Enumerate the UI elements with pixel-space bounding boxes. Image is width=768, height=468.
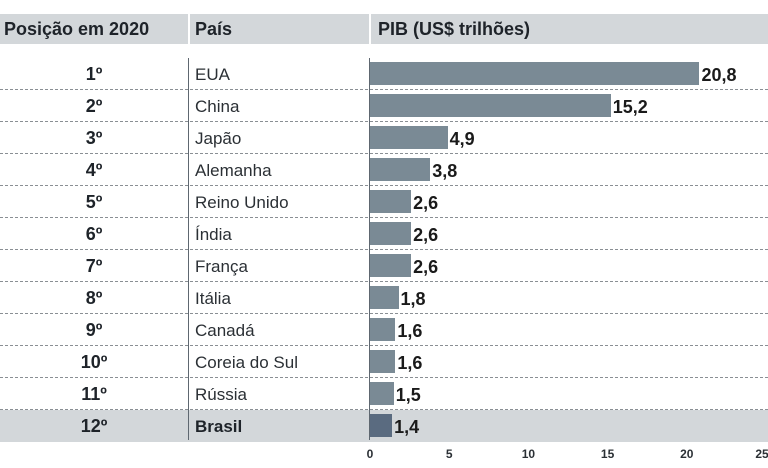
rank-label: 7º — [85, 256, 103, 276]
table-row: 10º Coreia do Sul — [0, 346, 768, 378]
rank-label: 9º — [85, 320, 103, 340]
value-label: 1,6 — [397, 353, 423, 373]
table-header: Posição em 2020 País PIB (US$ trilhões) — [0, 14, 768, 44]
rank-label: 3º — [85, 128, 103, 148]
gdp-column-header: PIB (US$ trilhões) — [378, 19, 531, 39]
value-label: 3,8 — [432, 161, 458, 181]
table-row: 5º Reino Unido — [0, 186, 768, 218]
bar-rússia — [370, 382, 394, 405]
rank-column-header: Posição em 2020 — [4, 19, 150, 39]
column-divider — [369, 58, 370, 440]
table-row: 4º Alemanha — [0, 154, 768, 186]
table-row: 2º China — [0, 90, 768, 122]
table-row: 7º França — [0, 250, 768, 282]
country-label: Canadá — [195, 321, 255, 340]
bar-brasil — [370, 414, 393, 437]
bar-frança — [370, 254, 412, 277]
bar-canadá — [370, 318, 396, 341]
rank-label: 4º — [85, 160, 103, 180]
bar-coreia-do-sul — [370, 350, 396, 373]
x-tick-label: 25 — [755, 447, 768, 461]
bar-eua — [370, 62, 700, 85]
country-label: Índia — [195, 225, 232, 244]
x-tick-label: 0 — [366, 447, 374, 461]
country-label: Reino Unido — [195, 193, 289, 212]
bar-índia — [370, 222, 412, 245]
bar-china — [370, 94, 611, 117]
rank-label: 8º — [85, 288, 103, 308]
country-label: China — [195, 97, 240, 116]
table-row: 1º EUA — [0, 58, 768, 90]
value-label: 1,5 — [395, 385, 421, 405]
country-label: Itália — [195, 289, 231, 308]
country-label: EUA — [195, 65, 230, 84]
country-label: Coreia do Sul — [195, 353, 299, 372]
value-label: 20,8 — [701, 65, 737, 85]
rank-label: 1º — [85, 64, 103, 84]
x-tick-label: 5 — [445, 447, 453, 461]
value-label: 2,6 — [413, 225, 439, 245]
country-label: França — [195, 257, 248, 276]
column-divider — [188, 58, 189, 440]
country-label: Rússia — [195, 385, 247, 404]
bar-japão — [370, 126, 448, 149]
country-column-header: País — [195, 19, 233, 39]
value-label: 15,2 — [612, 97, 648, 117]
header-divider — [188, 14, 190, 44]
value-label: 2,6 — [413, 193, 439, 213]
x-tick-label: 20 — [680, 447, 694, 461]
rank-label: 10º — [80, 352, 108, 372]
bar-alemanha — [370, 158, 431, 181]
rank-label: 5º — [85, 192, 103, 212]
table-row: 11º Rússia — [0, 378, 768, 410]
value-label: 4,9 — [449, 129, 475, 149]
rank-label: 2º — [85, 96, 103, 116]
value-label: 2,6 — [413, 257, 439, 277]
table-row: 8º Itália — [0, 282, 768, 314]
table-row: 9º Canadá — [0, 314, 768, 346]
value-label: 1,6 — [397, 321, 423, 341]
x-tick-label: 10 — [521, 447, 536, 461]
x-tick-label: 15 — [600, 447, 615, 461]
rank-label: 12º — [80, 416, 108, 436]
table-row: 3º Japão — [0, 122, 768, 154]
country-label: Brasil — [195, 417, 243, 436]
bar-itália — [370, 286, 399, 309]
value-label: 1,8 — [400, 289, 426, 309]
country-label: Alemanha — [195, 161, 272, 180]
bar-reino-unido — [370, 190, 412, 213]
rank-label: 11º — [81, 384, 107, 404]
table-row: 6º Índia — [0, 218, 768, 250]
header-divider — [369, 14, 371, 44]
rank-label: 6º — [85, 224, 103, 244]
value-label: 1,4 — [394, 417, 420, 437]
country-label: Japão — [195, 129, 242, 148]
